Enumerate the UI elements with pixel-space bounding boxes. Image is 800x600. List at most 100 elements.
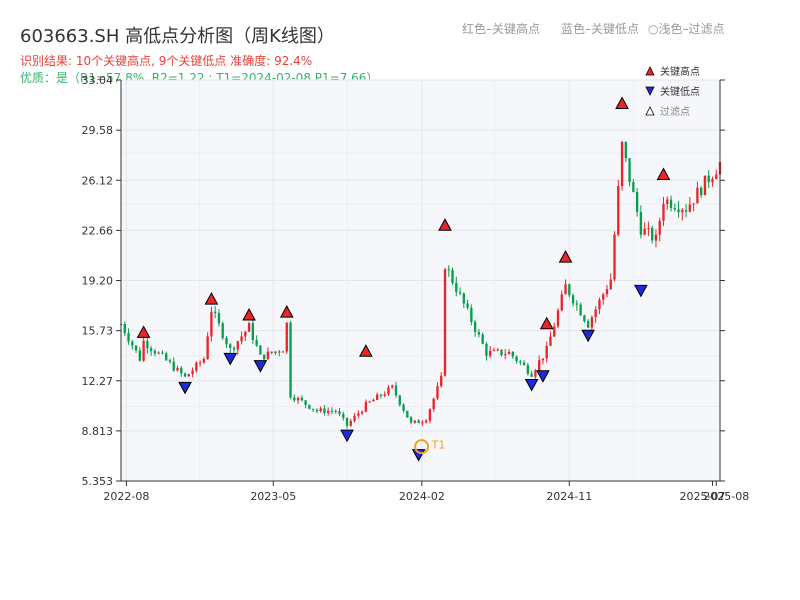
key-high-marker: [615, 96, 629, 110]
candle-body: [149, 348, 153, 351]
x-tick-label: 2025-08: [703, 490, 749, 503]
candle-body: [451, 269, 454, 283]
key-low-marker: [253, 360, 268, 373]
candle-body: [206, 336, 209, 360]
candle-body: [123, 323, 126, 334]
candle-body: [165, 353, 168, 361]
candle-body: [274, 351, 277, 353]
candle-body: [368, 401, 371, 403]
candle-body: [428, 409, 432, 421]
legend-label: 关键高点: [660, 65, 700, 78]
result-summary: 识别结果: 10个关键高点, 9个关键低点 准确度: 92.4%: [20, 54, 313, 68]
key-low-marker: [223, 352, 238, 366]
candle-body: [270, 351, 273, 353]
x-tick-label: 2022-08: [103, 490, 149, 503]
key-high-marker: [656, 167, 671, 181]
candle-body: [583, 315, 586, 322]
candle-body: [564, 284, 567, 295]
candle-body: [327, 410, 330, 414]
candle-body: [195, 362, 198, 371]
candle-body: [142, 340, 145, 361]
candle-body: [236, 341, 239, 350]
candle-body: [522, 362, 526, 366]
candle-body: [251, 323, 255, 340]
candle-body: [304, 400, 307, 405]
candle-body: [500, 349, 503, 355]
candle-body: [707, 175, 710, 183]
candle-body: [225, 338, 228, 345]
candle-body: [360, 411, 364, 414]
candle-body: [639, 211, 643, 235]
candle-body: [217, 313, 221, 324]
candle-body: [406, 410, 409, 418]
candle-body: [323, 408, 326, 414]
candle-body: [553, 326, 556, 337]
candle-body: [519, 361, 522, 363]
candle-body: [319, 408, 322, 412]
candle-body: [372, 399, 375, 402]
candle-body: [315, 409, 319, 412]
candle-body: [654, 234, 658, 241]
candle-body: [221, 323, 224, 339]
candle-body: [357, 413, 360, 416]
candle-body: [146, 340, 149, 349]
candle-body: [417, 420, 420, 424]
candle-body: [651, 228, 654, 241]
candle-body: [229, 344, 232, 348]
x-tick-label: 2024-02: [399, 490, 445, 503]
candle-body: [379, 394, 383, 396]
candle-body: [489, 350, 492, 356]
candle-body: [628, 158, 631, 183]
candle-body: [436, 386, 439, 399]
candle-body: [684, 210, 688, 212]
y-tick-label: 12.27: [82, 375, 114, 388]
candle-body: [138, 350, 142, 361]
key-high-marker: [204, 292, 219, 305]
candle-body: [699, 187, 703, 196]
candle-body: [394, 385, 398, 396]
t1-circle: [414, 439, 430, 455]
candle-body: [259, 345, 262, 355]
candle-body: [387, 387, 390, 395]
x-tick-label: 2024-11: [546, 490, 592, 503]
candle-body: [470, 307, 473, 322]
key-high-marker: [242, 307, 256, 321]
candle-body: [198, 362, 202, 364]
candle-body: [662, 204, 665, 221]
candle-body: [677, 209, 680, 213]
key-high-marker: [136, 325, 151, 338]
candle-body: [609, 279, 612, 290]
candle-body: [161, 352, 164, 354]
candle-body: [278, 351, 281, 353]
candle-body: [617, 186, 620, 235]
candle-body: [492, 349, 496, 351]
y-tick-label: 15.73: [82, 325, 114, 338]
candle-body: [526, 365, 530, 374]
candle-body: [255, 339, 258, 346]
candle-body: [244, 331, 247, 337]
key-high-marker: [539, 316, 554, 330]
candle-body: [541, 358, 545, 361]
candle-body: [353, 415, 356, 421]
candle-body: [571, 295, 575, 304]
x-tick-label: 2023-05: [250, 490, 296, 503]
candle-body: [308, 404, 311, 409]
x-tick-label: 2025-07: [679, 490, 725, 503]
candle-body: [568, 284, 571, 296]
legend-filtered: ○浅色–过滤点: [648, 22, 725, 36]
legend-key-high: 红色–关键高点: [462, 22, 541, 36]
candle-body: [477, 331, 481, 335]
candle-body: [575, 303, 579, 305]
key-high-marker: [438, 218, 452, 231]
legend-key-low: 蓝色–关键低点: [561, 22, 640, 36]
candle-body: [696, 187, 699, 204]
candle-body: [496, 349, 499, 351]
candle-body: [285, 322, 288, 352]
candle-body: [560, 294, 563, 311]
candle-body: [338, 411, 341, 414]
candle-body: [266, 351, 270, 360]
candle-body: [247, 323, 251, 332]
candle-body: [624, 141, 627, 159]
candle-body: [383, 394, 386, 396]
